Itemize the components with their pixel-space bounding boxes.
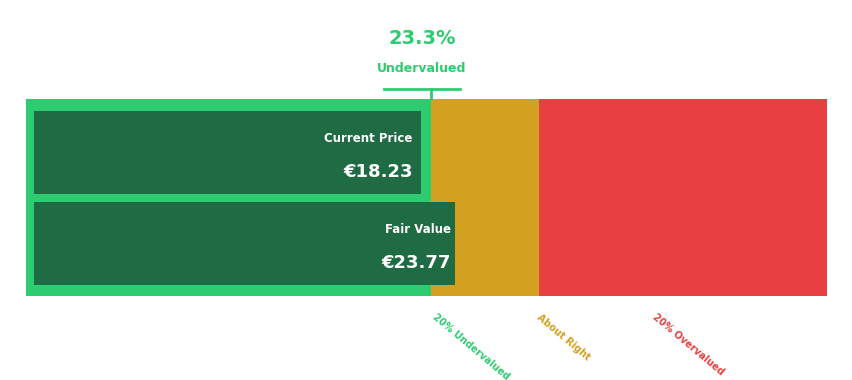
Text: 23.3%: 23.3% xyxy=(388,28,455,48)
Bar xyxy=(33,111,420,194)
Text: €23.77: €23.77 xyxy=(381,254,450,272)
Text: €18.23: €18.23 xyxy=(343,163,412,181)
Text: About Right: About Right xyxy=(534,312,591,362)
Bar xyxy=(430,99,538,296)
Text: Fair Value: Fair Value xyxy=(384,223,450,236)
Bar xyxy=(538,99,826,296)
Bar xyxy=(33,201,454,285)
Text: 20% Undervalued: 20% Undervalued xyxy=(430,312,510,380)
Text: 20% Overvalued: 20% Overvalued xyxy=(650,312,725,378)
Text: Current Price: Current Price xyxy=(324,132,412,145)
Text: Undervalued: Undervalued xyxy=(377,62,466,75)
Bar xyxy=(26,99,430,296)
